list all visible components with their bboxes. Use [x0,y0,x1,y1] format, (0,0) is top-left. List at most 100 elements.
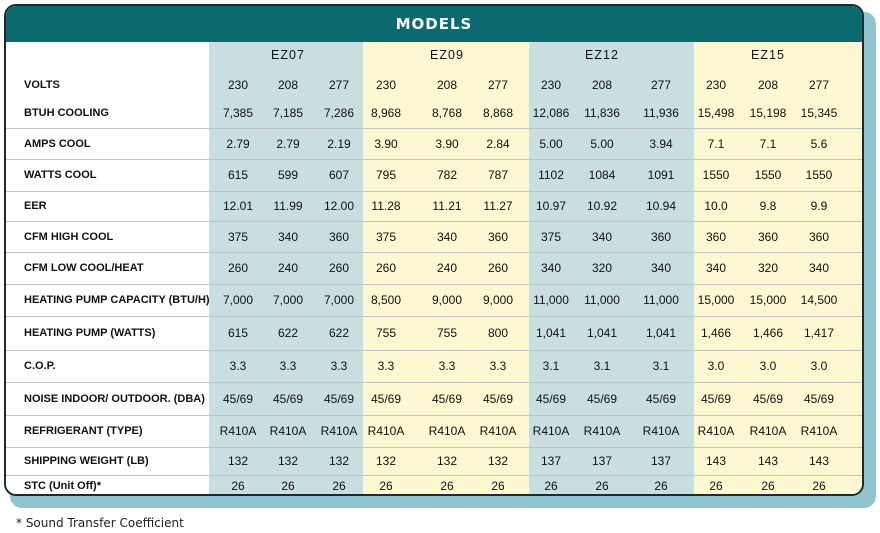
table-cell: 277 [650,77,672,92]
table-cell: 132 [328,454,350,468]
table-cell: 7,185 [272,105,304,120]
table-cell: 14,500 [800,293,838,307]
table-cell: 3.3 [489,359,507,373]
table-cell: 800 [487,326,509,340]
table-cell: R410A [320,424,358,438]
table-cell: 340 [277,229,299,244]
table-cell: 260 [227,261,249,275]
table-cell: 3.3 [330,359,348,373]
table-cell: 1084 [588,168,616,182]
table-cell: 45/69 [323,391,355,406]
table-cell: 26 [440,478,454,493]
table-cell: 143 [808,454,830,468]
table-cell: 7,286 [323,105,355,120]
table-cell: 795 [375,168,397,182]
table-cell: 1,466 [700,326,732,340]
table-cell: 7.1 [707,136,725,151]
table-cell: 8,768 [431,105,463,120]
table-cell: 260 [328,261,350,275]
table-cell: 1091 [647,168,675,182]
table-cell: 137 [540,454,562,468]
table-cell: 340 [705,261,727,275]
model-band [694,42,862,494]
row-label: AMPS COOL [24,137,91,150]
table-cell: 26 [761,478,775,493]
table-cell: 11,000 [584,293,620,307]
model-band [529,42,694,494]
table-cell: 277 [328,77,350,92]
table-cell: R410A [219,424,257,438]
table-cell: 360 [650,229,672,244]
footnote: * Sound Transfer Coefficient [16,516,184,530]
table-row: C.O.P. 3.3 3.3 3.3 3.3 3.3 3.3 3.1 3.1 3.1 3.0 3.0 3… [6,350,862,383]
table-cell: 3.90 [435,136,459,151]
table-cell: 360 [808,229,830,244]
table-cell: 3.90 [374,136,398,151]
table-cell: 230 [227,77,249,92]
table-cell: 45/69 [645,391,677,406]
table-cell: 1,041 [586,326,618,340]
table-cell: 5.00 [590,136,614,151]
table-cell: 7.1 [759,136,777,151]
table-cell: 375 [227,229,249,244]
table-cell: 3.3 [229,359,247,373]
table-row: CFM HIGH COOL 375 340 360 375 340 360 375 340 360… [6,221,862,253]
table-cell: 3.0 [810,359,828,373]
table-cell: 26 [231,478,245,493]
table-cell: 9,000 [482,293,514,307]
model-name: EZ09 [430,48,464,62]
table-row: VOLTS 230 208 277 230 208 277 230 208 277 230 208 27… [6,72,862,97]
table-cell: 1,041 [535,326,567,340]
table-cell: 3.3 [279,359,297,373]
table-cell: 8,868 [482,105,514,120]
table-cell: 3.1 [542,359,560,373]
table-cell: 45/69 [586,391,618,406]
row-label: VOLTS [24,78,60,91]
table-cell: 1,466 [752,326,784,340]
table-cell: R410A [532,424,570,438]
table-cell: 1,417 [803,326,835,340]
table-cell: 137 [591,454,613,468]
row-label: REFRIGERANT (TYPE) [24,425,143,437]
table-cell: 208 [757,77,779,92]
table-cell: 230 [705,77,727,92]
table-cell: 15,345 [800,105,838,120]
table-cell: 340 [591,229,613,244]
table-cell: 375 [540,229,562,244]
table-cell: 45/69 [431,391,463,406]
table-row: BTUH COOLING 7,385 7,185 7,286 8,968 8,768 8,8… [6,97,862,129]
table-cell: 26 [281,478,295,493]
row-label: BTUH COOLING [24,106,109,119]
table-cell: 230 [375,77,397,92]
table-cell: 10.92 [586,199,618,213]
table-cell: 8,968 [370,105,402,120]
table-row: WATTS COOL 615 599 607 795 782 787 1102 1084 1091… [6,159,862,192]
model-name: EZ12 [585,48,619,62]
table-cell: 3.0 [759,359,777,373]
table-cell: 360 [757,229,779,244]
table-row: HEATING PUMP CAPACITY (BTU/H) 7,000 7,000 7… [6,284,862,317]
table-row: EER 12.01 11.99 12.00 11.28 11.21 11.27 10.97 10… [6,191,862,222]
table-cell: 787 [487,168,509,182]
table-cell: 5.00 [539,136,563,151]
table-cell: 2.19 [327,136,351,151]
table-cell: 3.94 [649,136,673,151]
table-cell: 1550 [754,168,782,182]
table-cell: 10.97 [535,199,567,213]
table-cell: 11.28 [371,199,401,213]
table-cell: 2.79 [276,136,300,151]
table-cell: 320 [591,261,613,275]
table-cell: R410A [697,424,735,438]
row-label: CFM HIGH COOL [24,230,114,243]
table-cell: 3.0 [707,359,725,373]
model-band [209,42,363,494]
table-row: STC (Unit Off)* 26 26 26 26 26 26 26 26 26 26 26 26 [6,475,862,494]
table-cell: 7,000 [272,293,304,307]
table-row: HEATING PUMP (WATTS) 615 622 622 755 755 800 1,… [6,316,862,351]
table-cell: 12,086 [532,105,570,120]
table-row: AMPS COOL 2.79 2.79 2.19 3.90 3.90 2.84 5.00 5.0… [6,128,862,160]
table-cell: 9.9 [810,199,828,213]
row-label: SHIPPING WEIGHT (LB) [24,455,149,467]
table-cell: 45/69 [272,391,304,406]
table-cell: 607 [328,168,350,182]
